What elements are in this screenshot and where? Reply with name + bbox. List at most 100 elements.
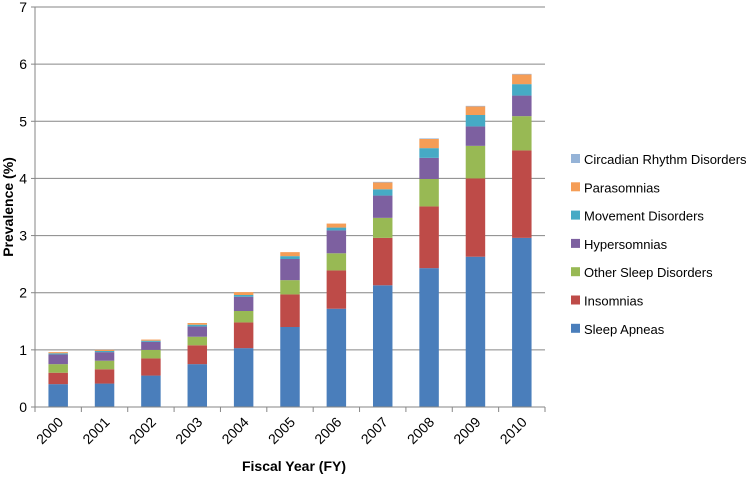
y-tick-label-3: 3 xyxy=(19,228,27,244)
bar-2001-insomnias xyxy=(94,369,115,384)
legend-label-other-sleep-disorders: Other Sleep Disorders xyxy=(584,265,713,280)
x-tick-label-2004: 2004 xyxy=(218,414,251,447)
gridlines xyxy=(35,6,545,351)
legend-swatch-insomnias xyxy=(571,295,580,305)
y-tick-label-2: 2 xyxy=(19,285,27,301)
bar-2004-sleep-apneas xyxy=(233,348,254,407)
legend: Circadian Rhythm Disorders Parasomnias Mov… xyxy=(571,152,747,337)
bar-2006-parasomnias xyxy=(326,223,347,228)
bar-2008-sleep-apneas xyxy=(419,268,439,407)
legend-swatch-other-sleep-disorders xyxy=(571,267,580,277)
x-tick-label-2010: 2010 xyxy=(497,414,530,447)
y-tick-label-7: 7 xyxy=(19,0,27,15)
bar-2005-movement-disorders xyxy=(280,256,300,259)
bar-2008-parasomnias xyxy=(419,139,439,149)
bar-2001-parasomnias xyxy=(94,349,115,351)
bar-2000-movement-disorders xyxy=(48,353,68,355)
bar-2001-movement-disorders xyxy=(94,351,115,353)
bar-2001-sleep-apneas xyxy=(94,383,115,407)
y-axis-title: Prevalence (%) xyxy=(0,157,16,257)
bar-2002-movement-disorders xyxy=(141,340,161,342)
legend-swatch-circadian-rhythm-disorders xyxy=(571,154,580,163)
legend-label-insomnias: Insomnias xyxy=(584,294,644,309)
bar-2009-movement-disorders xyxy=(465,115,486,127)
legend-label-sleep-apneas: Sleep Apneas xyxy=(584,322,665,337)
bar-2004-other-sleep-disorders xyxy=(233,311,254,323)
bar-2002-insomnias xyxy=(141,358,161,376)
y-tick-label-6: 6 xyxy=(19,56,27,72)
bar-2010-sleep-apneas xyxy=(512,237,532,407)
bar-2000-sleep-apneas xyxy=(48,384,68,407)
bar-2008-insomnias xyxy=(419,206,439,269)
bar-2010-movement-disorders xyxy=(512,84,532,96)
bar-2001-hypersomnias xyxy=(94,352,115,361)
bar-2010-hypersomnias xyxy=(512,95,532,117)
bar-2003-other-sleep-disorders xyxy=(187,336,208,346)
x-tick-label-2009: 2009 xyxy=(450,414,483,447)
legend-label-parasomnias: Parasomnias xyxy=(584,180,660,195)
x-tick-label-2003: 2003 xyxy=(172,414,205,447)
bar-2006-insomnias xyxy=(326,270,347,309)
bar-2010-parasomnias xyxy=(512,74,532,85)
x-tick-label-2000: 2000 xyxy=(33,414,66,447)
x-tick-label-2008: 2008 xyxy=(404,414,437,447)
bar-2002-sleep-apneas xyxy=(141,375,161,407)
bar-2000-insomnias xyxy=(48,372,68,385)
x-tick-label-2002: 2002 xyxy=(126,414,159,447)
bar-2004-movement-disorders xyxy=(233,295,254,297)
bar-2009-hypersomnias xyxy=(465,126,486,146)
y-tick-label-5: 5 xyxy=(19,113,27,129)
bar-2003-insomnias xyxy=(187,345,208,365)
bar-2000-parasomnias xyxy=(48,352,68,354)
bar-2000-other-sleep-disorders xyxy=(48,364,68,373)
axes xyxy=(31,6,546,412)
x-tick-labels: 2000 2001 2002 2003 2004 2005 2006 2007 2008 2009… xyxy=(33,414,530,447)
bar-2005-sleep-apneas xyxy=(280,327,300,407)
bar-2006-movement-disorders xyxy=(326,227,347,231)
x-tick-label-2006: 2006 xyxy=(311,414,344,447)
bar-2002-hypersomnias xyxy=(141,341,161,350)
bar-2004-insomnias xyxy=(233,322,254,349)
bar-2006-sleep-apneas xyxy=(326,308,347,407)
x-axis-title: Fiscal Year (FY) xyxy=(242,458,346,474)
bar-2005-parasomnias xyxy=(280,252,300,257)
legend-label-circadian-rhythm-disorders: Circadian Rhythm Disorders xyxy=(584,152,747,167)
y-tick-label-4: 4 xyxy=(19,170,27,186)
bar-2007-circadian-rhythm-disorders xyxy=(372,181,393,183)
bar-2007-insomnias xyxy=(372,237,393,286)
bar-2008-circadian-rhythm-disorders xyxy=(419,138,439,139)
bar-2002-other-sleep-disorders xyxy=(141,349,161,359)
bar-2007-other-sleep-disorders xyxy=(372,217,393,238)
bar-2010-insomnias xyxy=(512,150,532,238)
bar-2008-other-sleep-disorders xyxy=(419,179,439,207)
bar-2010-other-sleep-disorders xyxy=(512,116,532,151)
x-tick-label-2007: 2007 xyxy=(358,414,391,447)
bar-2004-hypersomnias xyxy=(233,296,254,311)
bar-2003-sleep-apneas xyxy=(187,364,208,407)
bar-2003-hypersomnias xyxy=(187,326,208,337)
bar-2006-hypersomnias xyxy=(326,230,347,254)
bar-2007-sleep-apneas xyxy=(372,285,393,407)
bar-2008-hypersomnias xyxy=(419,157,439,179)
bar-2009-sleep-apneas xyxy=(465,256,486,407)
bar-2010-circadian-rhythm-disorders xyxy=(512,73,532,75)
bar-2006-other-sleep-disorders xyxy=(326,253,347,271)
bar-2003-movement-disorders xyxy=(187,324,208,327)
bar-2009-insomnias xyxy=(465,178,486,257)
bar-2002-parasomnias xyxy=(141,339,161,341)
bar-marks xyxy=(48,73,532,407)
x-tick-label-2005: 2005 xyxy=(265,414,298,447)
bar-2005-insomnias xyxy=(280,294,300,327)
legend-swatch-movement-disorders xyxy=(571,210,580,220)
bar-2001-other-sleep-disorders xyxy=(94,360,115,370)
legend-swatch-parasomnias xyxy=(571,182,580,192)
bar-2003-parasomnias xyxy=(187,323,208,325)
legend-label-movement-disorders: Movement Disorders xyxy=(584,209,704,224)
y-tick-labels: 0 1 2 3 4 5 6 7 xyxy=(19,0,27,415)
bar-2004-parasomnias xyxy=(233,292,254,295)
bar-2008-movement-disorders xyxy=(419,148,439,158)
legend-swatch-hypersomnias xyxy=(571,238,580,248)
bar-2000-hypersomnias xyxy=(48,354,68,365)
x-tick-label-2001: 2001 xyxy=(79,414,112,447)
